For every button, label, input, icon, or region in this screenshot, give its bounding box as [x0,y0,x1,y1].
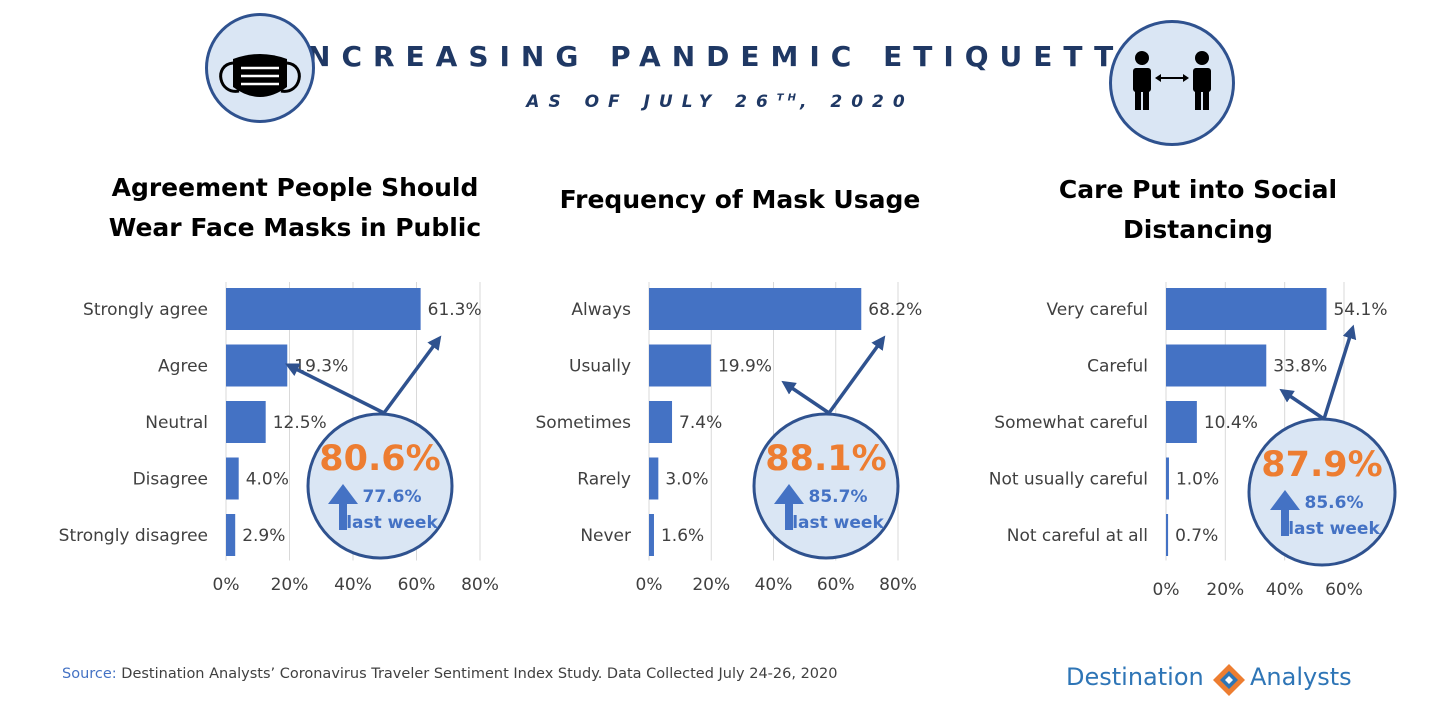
category-label: Neutral [145,413,208,433]
category-label: Never [580,526,631,546]
bar [649,457,659,500]
bar [226,344,288,387]
bar [1166,288,1327,330]
data-label: 19.3% [294,357,348,377]
callout-prior-value: 85.6% [1305,493,1364,513]
data-label: 2.9% [242,526,285,546]
bar [1166,344,1267,387]
category-label: Disagree [133,470,208,490]
pointer-arrow [284,363,385,415]
data-label: 61.3% [428,300,482,320]
data-label: 19.9% [718,357,772,377]
bar [649,401,673,443]
category-label: Not usually careful [989,470,1148,490]
up-arrow-icon [328,484,358,530]
category-label: Strongly disagree [59,526,208,546]
bar [1166,514,1169,556]
pointer-arrow [1322,324,1357,420]
callout-prior-value: 77.6% [363,487,422,507]
category-label: Careful [1087,357,1148,377]
x-tick-label: 20% [1206,580,1244,600]
destination-analysts-logo: Destination Analysts [1066,661,1386,701]
category-label: Strongly agree [83,300,208,320]
data-label: 7.4% [679,413,722,433]
callout-prior-label: last week [1288,519,1380,539]
callout-prior-value: 85.7% [809,487,868,507]
category-label: Somewhat careful [994,413,1148,433]
chart-0: 0% 20% 40% 60% 80% Strongly agree 61.3% Agree 19… [59,282,499,595]
callout-bubble [1247,417,1397,567]
x-tick-label: 60% [398,575,436,595]
chart-1: 0% 20% 40% 60% 80% Always 68.2% Usually 19.9% Som… [536,282,922,595]
category-label: Not careful at all [1007,526,1148,546]
x-tick-label: 40% [334,575,372,595]
pointer-arrow [781,380,830,415]
category-label: Rarely [577,470,631,490]
data-label: 54.1% [1333,300,1387,320]
panel-title-mask-agreement: Agreement People Should Wear Face Masks … [108,173,482,242]
data-label: 3.0% [665,470,708,490]
x-tick-label: 20% [692,575,730,595]
data-label: 68.2% [868,300,922,320]
data-label: 1.0% [1176,470,1219,490]
source-note: Source: Destination Analysts’ Coronaviru… [62,666,838,682]
bar [1166,457,1169,500]
data-label: 1.6% [661,526,704,546]
pointer-arrow [382,335,442,415]
x-tick-label: 60% [1325,580,1363,600]
face-mask-icon [205,13,315,123]
bar [226,401,266,443]
callout-bubble [752,412,900,560]
panel-title-social-distancing: Care Put into Social Distancing [1058,175,1338,244]
data-label: 33.8% [1273,357,1327,377]
category-label: Sometimes [536,413,632,433]
bar [649,514,654,556]
bar [1166,401,1197,443]
data-label: 12.5% [273,413,327,433]
bar [226,457,239,500]
up-arrow-icon [774,484,804,530]
bar [649,344,711,387]
data-label: 4.0% [246,470,289,490]
callout-prior-label: last week [792,513,884,533]
callout-value: 87.9% [1261,445,1382,485]
x-tick-label: 80% [879,575,917,595]
page-subtitle: AS OF JULY 26TH, 2020 [526,92,914,112]
panel-title-mask-frequency: Frequency of Mask Usage [559,185,921,214]
x-tick-label: 80% [461,575,499,595]
x-tick-label: 0% [636,575,663,595]
bar [649,288,862,330]
callout-bubble [306,412,454,560]
x-tick-label: 0% [213,575,240,595]
callout-value: 88.1% [765,439,886,479]
callout-prior-label: last week [346,513,438,533]
category-label: Very careful [1046,300,1148,320]
x-tick-label: 20% [271,575,309,595]
data-label: 10.4% [1204,413,1258,433]
category-label: Always [571,300,631,320]
x-tick-label: 40% [755,575,793,595]
category-label: Agree [158,357,208,377]
pointer-arrow [1279,388,1325,421]
social-distancing-icon [1109,20,1235,146]
pointer-arrow [827,335,886,415]
x-tick-label: 60% [817,575,855,595]
bar [226,514,236,556]
x-tick-label: 0% [1153,580,1180,600]
x-tick-label: 40% [1266,580,1304,600]
chart-2: 0% 20% 40% 60% Very careful 54.1% Careful 33.8%… [989,282,1397,600]
data-label: 0.7% [1175,526,1218,546]
up-arrow-icon [1270,490,1300,536]
category-label: Usually [569,357,631,377]
page-title: INCREASING PANDEMIC ETIQUETTE [285,40,1155,73]
bar [226,288,421,330]
callout-value: 80.6% [319,439,440,479]
logo-diamond-icon [1213,664,1245,696]
